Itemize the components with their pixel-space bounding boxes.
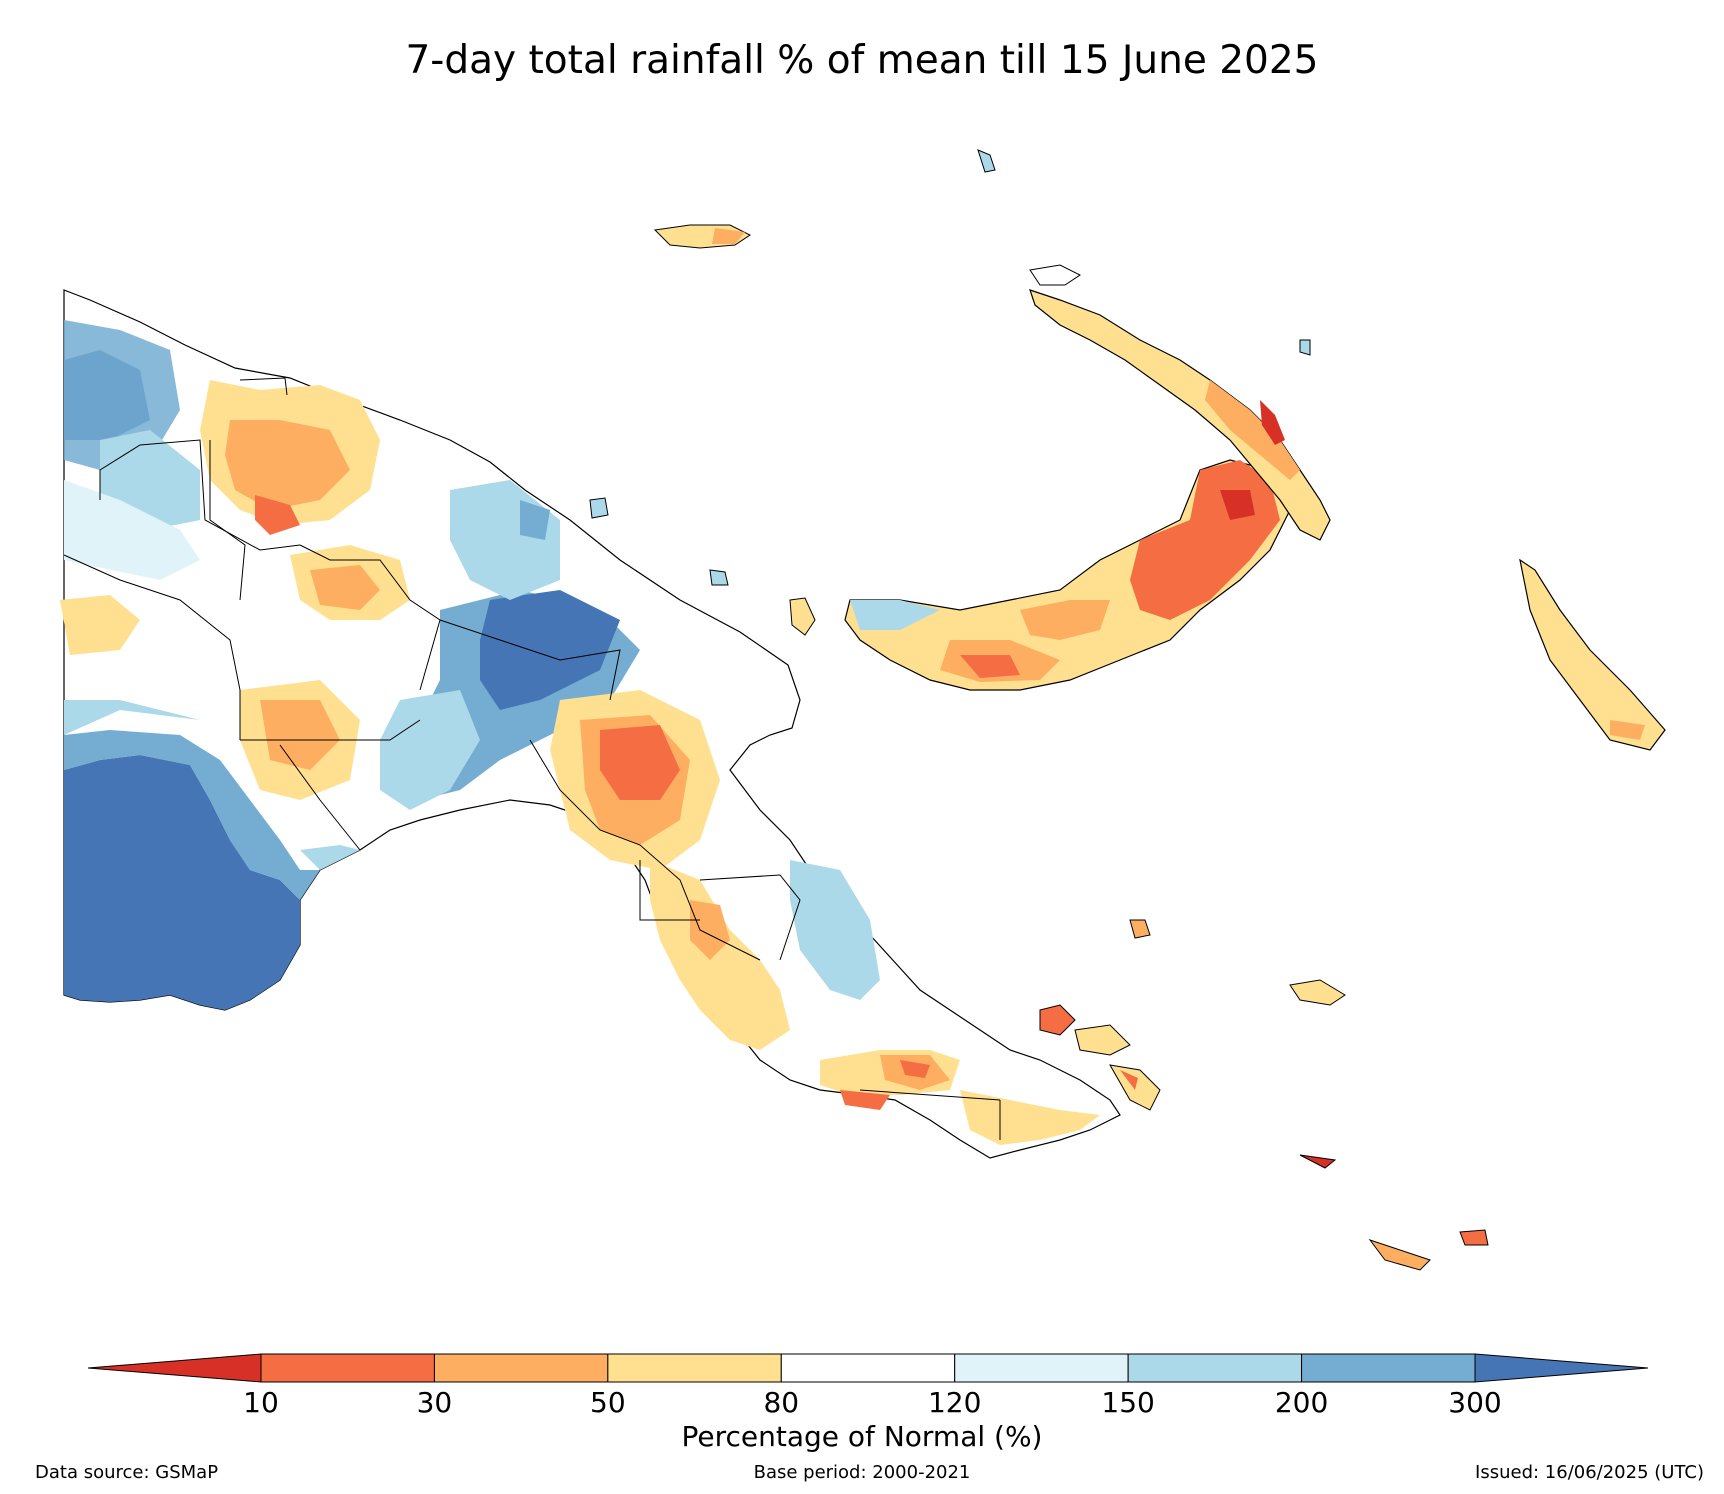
mainland (60, 289, 1121, 1159)
colorbar-extend-high (1474, 1353, 1649, 1383)
new-britain (844, 459, 1291, 691)
goodenough-island (1074, 1024, 1131, 1056)
colorbar-segment (260, 1353, 435, 1383)
new-hanover (1029, 264, 1081, 286)
colorbar-extend-low (87, 1353, 262, 1383)
new-ireland (1029, 289, 1331, 541)
misima-island (1299, 1154, 1337, 1169)
long-island (789, 597, 816, 636)
umboi-island (709, 569, 729, 586)
colorbar-segment (780, 1353, 956, 1383)
colorbar-segment (607, 1353, 782, 1383)
mussau-island (977, 149, 996, 173)
colorbar-tick-label: 200 (1274, 1386, 1329, 1419)
colorbar-segment (954, 1353, 1129, 1383)
manus-island (653, 224, 751, 249)
woodlark-island (1289, 979, 1346, 1006)
colorbar-tick-label: 120 (927, 1386, 982, 1419)
karkar-island (589, 497, 609, 519)
issued-date: Issued: 16/06/2025 (UTC) (1475, 1462, 1704, 1483)
colorbar-label: Percentage of Normal (%) (681, 1420, 1043, 1453)
nissan-island (1299, 339, 1311, 356)
trobriand-island (1129, 919, 1151, 939)
bougainville-island (1519, 558, 1666, 751)
colorbar-segment (433, 1353, 609, 1383)
colorbar-tick-label: 10 (243, 1386, 279, 1419)
colorbar-tick-label: 50 (590, 1386, 626, 1419)
data-source: Data source: GSMaP (35, 1462, 219, 1483)
tagula-island (1368, 1239, 1431, 1271)
fergusson-island (1039, 1004, 1076, 1036)
rossel-island (1459, 1229, 1489, 1246)
colorbar-tick-label: 80 (763, 1386, 800, 1419)
base-period: Base period: 2000-2021 (753, 1462, 971, 1483)
colorbar-segment (1127, 1353, 1303, 1383)
map-title: 7-day total rainfall % of mean till 15 J… (405, 38, 1319, 83)
colorbar-tick-label: 150 (1101, 1386, 1155, 1419)
colorbar-segment (1301, 1353, 1476, 1383)
colorbar-tick-label: 300 (1448, 1386, 1502, 1419)
colorbar-tick-label: 30 (416, 1386, 453, 1419)
